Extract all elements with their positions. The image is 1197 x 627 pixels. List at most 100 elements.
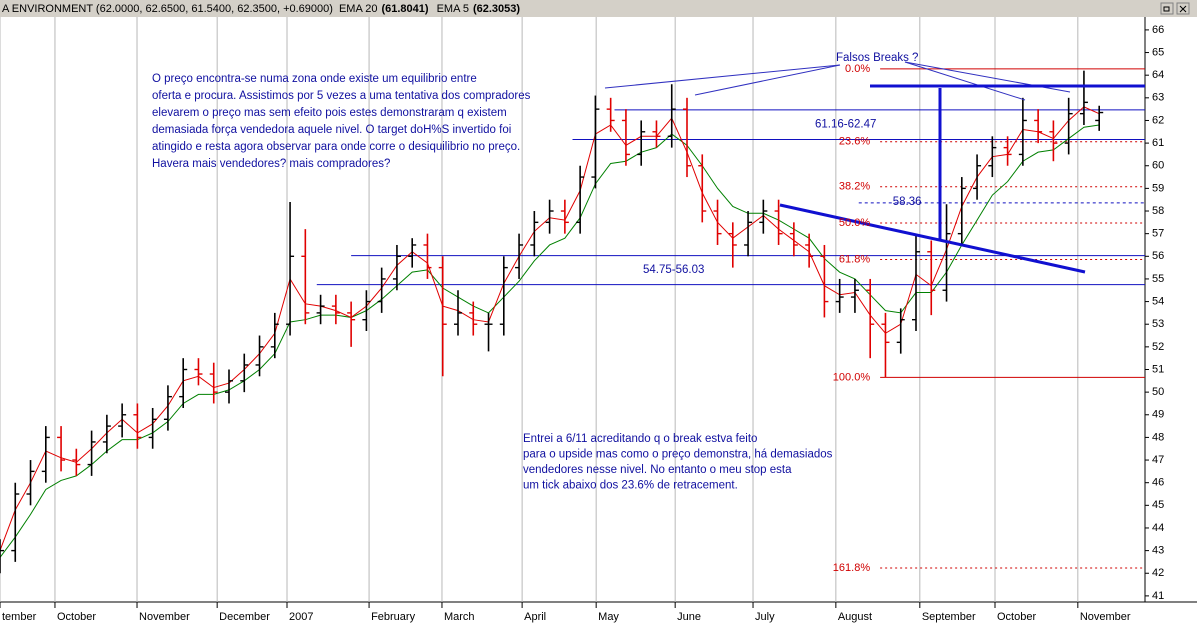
break-line xyxy=(904,61,1026,101)
y-tick-label: 46 xyxy=(1152,477,1164,489)
y-tick-label: 64 xyxy=(1152,69,1164,81)
ohlc-bar xyxy=(805,233,814,268)
note-line: oferta e procura. Assistimos por 5 vezes… xyxy=(152,90,531,102)
x-tick-label: July xyxy=(755,611,775,623)
note-line: demasiada força vendedora aquele nivel. … xyxy=(152,124,511,136)
level-label: 58.36 xyxy=(893,196,922,208)
ohlc-bar xyxy=(270,312,279,359)
note-line: Havera mais vendedores? mais compradores… xyxy=(152,158,390,170)
ohlc-bar xyxy=(927,240,936,316)
x-tick-label: October xyxy=(57,611,96,623)
y-tick-label: 62 xyxy=(1152,114,1164,126)
ohlc-bar xyxy=(973,154,982,200)
close-icon xyxy=(1179,5,1187,13)
ohlc-bar xyxy=(759,199,768,234)
ohlc-bar xyxy=(163,385,172,431)
fib-label: 100.0% xyxy=(833,371,871,383)
ohlc-bar xyxy=(866,278,875,359)
ohlc-bar xyxy=(286,201,295,336)
ohlc-bar xyxy=(179,358,188,408)
ohlc-bar xyxy=(316,294,325,325)
ohlc-bar xyxy=(499,256,508,336)
y-tick-label: 41 xyxy=(1152,590,1164,602)
y-tick-label: 56 xyxy=(1152,250,1164,262)
legend-value: (61.8041) xyxy=(381,3,428,15)
ohlc-bar xyxy=(347,301,356,347)
ohlc-bar xyxy=(545,199,554,234)
legend-value: (62.3053) xyxy=(473,3,520,15)
y-tick-label: 53 xyxy=(1152,318,1164,330)
ohlc-bar xyxy=(1034,109,1043,144)
restore-icon xyxy=(1163,6,1170,12)
neckline xyxy=(779,203,1086,274)
y-tick-label: 63 xyxy=(1152,92,1164,104)
chart-title: A ENVIRONMENT (62.0000, 62.6500, 61.5400… xyxy=(2,3,333,15)
ohlc-bar xyxy=(988,136,997,178)
x-tick-label: tember xyxy=(2,611,37,623)
note-line: um tick abaixo dos 23.6% de retracement. xyxy=(523,480,738,492)
ohlc-bar xyxy=(469,301,478,336)
annotation-lines xyxy=(604,61,1145,274)
y-tick-label: 50 xyxy=(1152,386,1164,398)
fib-label: 38.2% xyxy=(839,181,870,193)
ohlc-bar xyxy=(255,335,264,377)
ohlc-bar xyxy=(728,222,737,268)
ohlc-bar xyxy=(408,238,417,268)
ohlc-bar xyxy=(0,539,4,574)
x-tick-label: February xyxy=(371,611,416,623)
y-tick-label: 44 xyxy=(1152,522,1164,534)
ohlc-bar xyxy=(118,403,127,438)
ohlc-bar xyxy=(1003,136,1012,166)
ohlc-bar xyxy=(331,294,340,325)
ohlc-bar xyxy=(881,312,890,378)
fib-label: 0.0% xyxy=(845,63,870,75)
ohlc-bar xyxy=(72,448,81,476)
ohlc-bar xyxy=(377,267,386,313)
ohlc-bar xyxy=(454,290,462,336)
y-tick-label: 61 xyxy=(1152,137,1164,149)
y-tick-label: 43 xyxy=(1152,545,1164,557)
ohlc-bar xyxy=(591,95,600,189)
ohlc-bar xyxy=(1018,97,1027,166)
legend-label: EMA 20 xyxy=(339,3,378,15)
ohlc-bar xyxy=(652,120,661,148)
ohlc-bar xyxy=(896,308,905,354)
ohlc-bar xyxy=(133,403,142,449)
ohlc-bar xyxy=(392,244,401,291)
x-tick-label: August xyxy=(838,611,872,623)
ohlc-bar xyxy=(240,353,249,393)
ohlc-bar xyxy=(683,97,691,178)
x-tick-label: 2007 xyxy=(289,611,313,623)
ohlc-bar xyxy=(26,460,35,506)
ohlc-bar xyxy=(484,312,493,352)
x-tick-label: April xyxy=(524,611,546,623)
fib-label: 23.6% xyxy=(839,136,870,148)
y-tick-label: 52 xyxy=(1152,341,1164,353)
note-line: para o upside mas como o preço demonstra… xyxy=(523,449,833,461)
ohlc-bar xyxy=(698,154,707,223)
y-tick-label: 60 xyxy=(1152,160,1164,172)
ohlc-bar xyxy=(1095,105,1104,131)
y-tick-label: 57 xyxy=(1152,228,1164,240)
fib-label: 161.8% xyxy=(833,562,871,574)
x-tick-label: September xyxy=(922,611,976,623)
ohlc-bar xyxy=(1079,70,1088,125)
y-tick-label: 45 xyxy=(1152,499,1164,511)
y-tick-label: 59 xyxy=(1152,182,1164,194)
y-tick-label: 65 xyxy=(1152,46,1164,58)
ohlc-bar xyxy=(515,233,524,279)
break-line xyxy=(604,64,841,89)
note-line: vendedores nesse nivel. No entanto o meu… xyxy=(523,464,792,476)
ohlc-bar xyxy=(637,120,646,166)
ohlc-bar xyxy=(301,229,310,325)
x-tick-label: November xyxy=(1080,611,1131,623)
y-tick-label: 48 xyxy=(1152,431,1164,443)
y-tick-label: 42 xyxy=(1152,567,1164,579)
restore-button[interactable] xyxy=(1160,2,1174,15)
ohlc-bar xyxy=(423,233,432,279)
header-bar xyxy=(0,0,1197,17)
ohlc-bar xyxy=(774,199,783,245)
ohlc-bar xyxy=(1064,97,1073,155)
